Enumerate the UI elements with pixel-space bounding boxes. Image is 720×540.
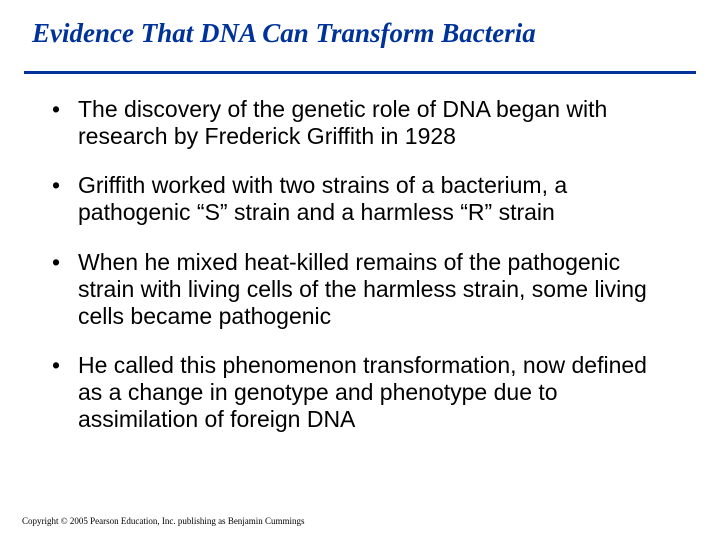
title-rule <box>24 71 696 74</box>
list-item: He called this phenomenon transformation… <box>52 352 674 433</box>
slide: Evidence That DNA Can Transform Bacteria… <box>0 0 720 540</box>
list-item: When he mixed heat-killed remains of the… <box>52 249 674 330</box>
page-title: Evidence That DNA Can Transform Bacteria <box>32 18 696 49</box>
list-item: The discovery of the genetic role of DNA… <box>52 96 674 150</box>
list-item: Griffith worked with two strains of a ba… <box>52 172 674 226</box>
bullet-list: The discovery of the genetic role of DNA… <box>24 96 696 433</box>
copyright-text: Copyright © 2005 Pearson Education, Inc.… <box>22 516 305 526</box>
